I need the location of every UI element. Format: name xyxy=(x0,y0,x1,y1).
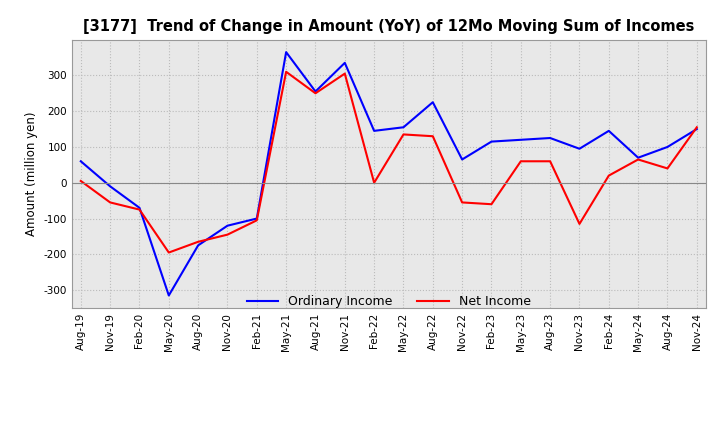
Line: Net Income: Net Income xyxy=(81,72,697,253)
Net Income xyxy=(341,71,349,76)
Ordinary Income xyxy=(135,205,144,210)
Ordinary Income xyxy=(223,223,232,228)
Net Income xyxy=(106,200,114,205)
Net Income xyxy=(487,202,496,207)
Net Income xyxy=(76,178,85,183)
Title: [3177]  Trend of Change in Amount (YoY) of 12Mo Moving Sum of Incomes: [3177] Trend of Change in Amount (YoY) o… xyxy=(83,19,695,34)
Ordinary Income xyxy=(76,159,85,164)
Ordinary Income xyxy=(370,128,379,133)
Ordinary Income xyxy=(487,139,496,144)
Net Income xyxy=(194,239,202,245)
Legend: Ordinary Income, Net Income: Ordinary Income, Net Income xyxy=(242,290,536,313)
Net Income xyxy=(458,200,467,205)
Net Income xyxy=(575,221,584,227)
Net Income xyxy=(546,159,554,164)
Net Income xyxy=(428,134,437,139)
Net Income xyxy=(282,69,290,74)
Ordinary Income xyxy=(458,157,467,162)
Net Income xyxy=(399,132,408,137)
Net Income xyxy=(693,125,701,130)
Net Income xyxy=(164,250,173,255)
Y-axis label: Amount (million yen): Amount (million yen) xyxy=(25,112,38,236)
Net Income xyxy=(135,207,144,212)
Ordinary Income xyxy=(546,136,554,141)
Ordinary Income xyxy=(663,144,672,150)
Ordinary Income xyxy=(693,126,701,132)
Net Income xyxy=(663,166,672,171)
Ordinary Income xyxy=(194,243,202,248)
Net Income xyxy=(311,91,320,96)
Ordinary Income xyxy=(341,60,349,66)
Ordinary Income xyxy=(253,216,261,221)
Net Income xyxy=(223,232,232,237)
Line: Ordinary Income: Ordinary Income xyxy=(81,52,697,296)
Ordinary Income xyxy=(634,155,642,160)
Ordinary Income xyxy=(399,125,408,130)
Net Income xyxy=(253,218,261,223)
Ordinary Income xyxy=(164,293,173,298)
Ordinary Income xyxy=(605,128,613,133)
Net Income xyxy=(370,180,379,185)
Ordinary Income xyxy=(106,183,114,189)
Net Income xyxy=(605,173,613,178)
Ordinary Income xyxy=(282,49,290,55)
Net Income xyxy=(516,159,525,164)
Net Income xyxy=(634,157,642,162)
Ordinary Income xyxy=(516,137,525,143)
Ordinary Income xyxy=(428,99,437,105)
Ordinary Income xyxy=(311,89,320,94)
Ordinary Income xyxy=(575,146,584,151)
